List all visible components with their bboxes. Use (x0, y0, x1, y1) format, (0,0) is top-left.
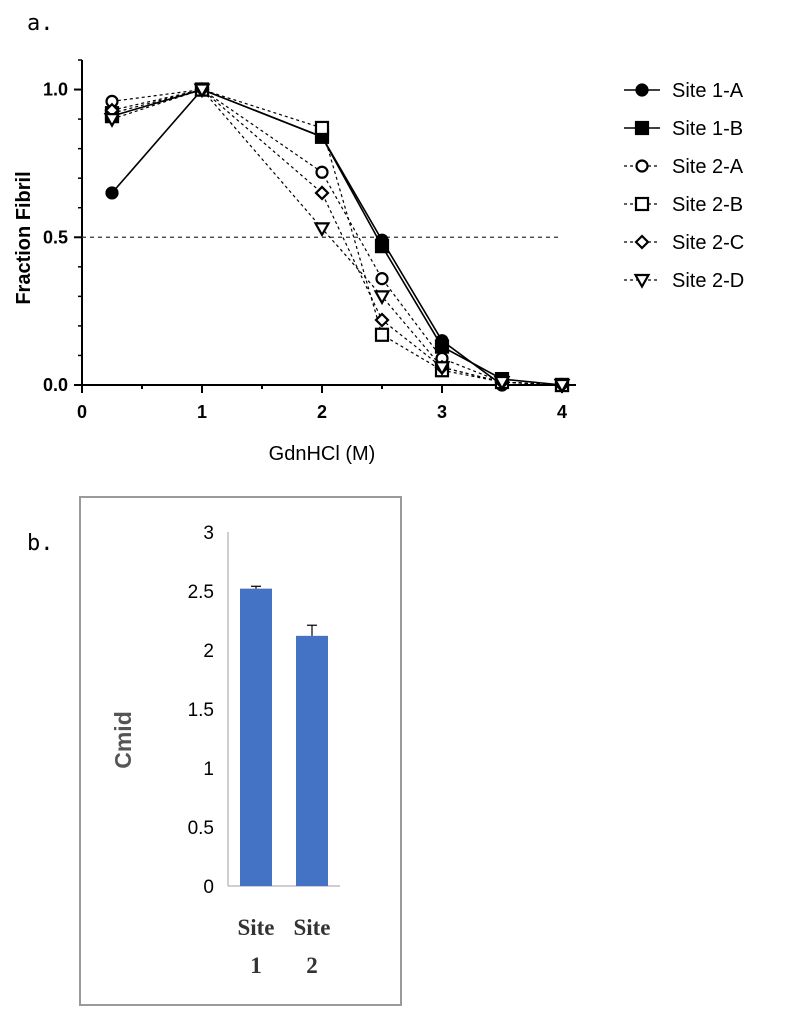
point-site-1-b (434, 339, 450, 354)
panel-a-series (103, 81, 571, 394)
category-label-site-1: Site (237, 915, 274, 940)
point-site-2-d (373, 290, 391, 306)
x-tick-label-1: 1 (197, 402, 207, 422)
panel-a-label: a. (27, 11, 54, 36)
legend-marker-site-2-a (635, 159, 649, 173)
x-tick-label-4: 4 (557, 402, 567, 422)
y-tick-label-0: 0 (203, 877, 214, 898)
panel-a-line-chart: a. GdnHCl (M) Fraction Fibril 0 1 2 3 4 0.0 0.… (13, 11, 744, 465)
point-site-2-d (433, 361, 451, 377)
y-tick-label-0-0: 0.0 (43, 375, 68, 395)
legend-marker-site-2-b (634, 196, 650, 212)
y-tick-label-1-5: 1.5 (188, 700, 214, 721)
legend-label-site-2-d: Site 2-D (672, 270, 744, 292)
legend-label-site-2-b: Site 2-B (672, 194, 743, 216)
bar-site-1 (240, 588, 272, 886)
point-site-1-b (374, 239, 390, 254)
y-tick-label-0-5: 0.5 (43, 227, 68, 247)
legend-label-site-2-c: Site 2-C (672, 232, 744, 254)
category-label-site-2: Site (293, 915, 330, 940)
panel-b-y-axis-title: Cmid (110, 711, 136, 769)
legend-label-site-1-a: Site 1-A (672, 80, 744, 102)
panel-b-frame (79, 496, 402, 1006)
point-site-2-d (193, 83, 211, 99)
category-number-1: 1 (250, 953, 262, 978)
point-site-2-c (314, 185, 330, 201)
x-tick-label-0: 0 (77, 402, 87, 422)
point-site-2-d (103, 112, 121, 128)
panel-b-ticks: 0 0.5 1 1.5 2 2.5 3 (188, 523, 214, 898)
panel-a-x-axis-title: GdnHCl (M) (269, 443, 376, 465)
point-site-2-a (315, 165, 329, 179)
legend-marker-site-1-b (634, 120, 650, 136)
point-site-2-d (553, 378, 571, 394)
y-tick-label-3: 3 (203, 523, 214, 544)
category-number-2: 2 (306, 953, 318, 978)
panel-b-bars (240, 585, 328, 886)
panel-b-categories: Site 1 Site 2 (237, 915, 330, 978)
point-site-2-a (375, 272, 389, 286)
point-site-2-d (493, 375, 511, 391)
point-site-2-d (313, 222, 331, 238)
x-tick-label-3: 3 (437, 402, 447, 422)
legend-marker-site-1-a (635, 83, 649, 97)
legend-label-site-1-b: Site 1-B (672, 118, 743, 140)
point-site-2-c (374, 312, 390, 328)
legend-marker-site-2-d (633, 273, 651, 289)
panel-a-legend: Site 1-A Site 1-B Site 2-A Site 2-B Site 2-C… (624, 80, 744, 292)
point-site-1-a (105, 186, 119, 200)
legend-label-site-2-a: Site 2-A (672, 156, 744, 178)
y-tick-label-2-5: 2.5 (188, 582, 214, 603)
panel-b-bar-chart: b. Cmid 0 0.5 1 1.5 2 2.5 3 Site 1 Site 2 (27, 496, 402, 1006)
point-site-2-b (314, 120, 330, 136)
y-tick-label-1: 1 (203, 759, 214, 780)
x-tick-label-2: 2 (317, 402, 327, 422)
y-tick-label-0-5: 0.5 (188, 818, 214, 839)
y-tick-label-2: 2 (203, 641, 214, 662)
panel-a-axes (81, 60, 576, 386)
y-tick-label-1-0: 1.0 (43, 80, 68, 100)
panel-b-label: b. (27, 531, 54, 556)
bar-site-2 (296, 635, 328, 886)
point-site-2-b (374, 327, 390, 342)
legend-marker-site-2-c (634, 234, 650, 250)
panel-a-y-axis-title: Fraction Fibril (13, 171, 35, 304)
panel-a-ticks: 0 1 2 3 4 0.0 0.5 1.0 (43, 59, 567, 422)
